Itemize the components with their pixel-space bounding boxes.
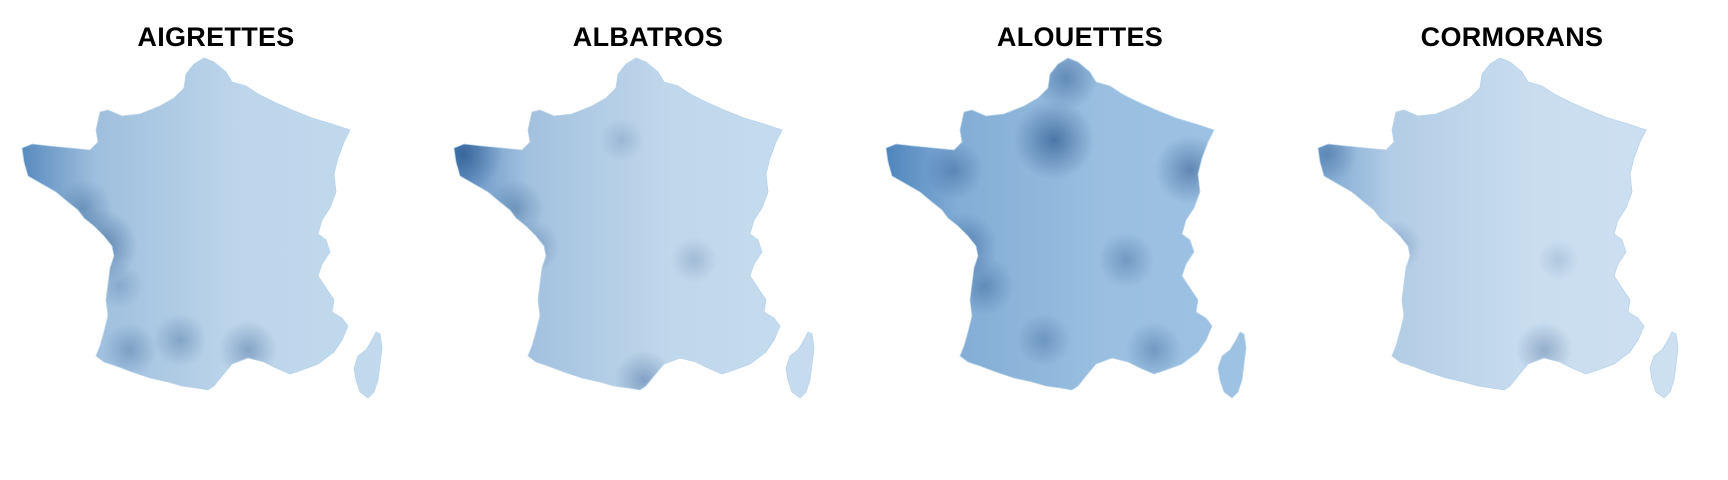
hotspot-la-rochelle [505, 219, 559, 273]
map-panel-albatros: ALBATROS [432, 0, 864, 480]
map-title: AIGRETTES [137, 22, 295, 52]
map-fill [454, 58, 814, 398]
hotspot-rennes [924, 140, 984, 200]
hotspot-lyon [1097, 231, 1155, 289]
hotspot-perpignan [614, 350, 674, 398]
hotspot-lyon [670, 236, 718, 284]
france-outline [885, 57, 1215, 391]
map-fill [886, 58, 1246, 398]
hotspot-toulouse [1017, 313, 1071, 367]
corsica-outline [785, 331, 815, 399]
hotspot-bordeaux [954, 256, 1014, 316]
hotspot-brest [1318, 124, 1358, 184]
france-map [885, 57, 1247, 399]
france-outline [1317, 57, 1647, 391]
hotspot-toulouse [153, 313, 207, 367]
hotspot-la-rochelle [1370, 220, 1422, 272]
map-panel-cormorans: CORMORANS [1296, 0, 1728, 480]
france-outline [453, 57, 783, 391]
hotspot-lyon [1537, 239, 1579, 281]
hotspot-marseille [1125, 321, 1183, 379]
hotspot-paris [600, 118, 644, 162]
map-panel-alouettes: ALOUETTES [864, 0, 1296, 480]
map-title: CORMORANS [1420, 22, 1604, 52]
map-fill [1318, 58, 1678, 398]
france-map [21, 57, 383, 399]
corsica-outline [1649, 331, 1679, 399]
map-panel-aigrettes: AIGRETTES [0, 0, 432, 480]
hotspot-paris [1014, 100, 1094, 180]
hotspot-strasbourg [1155, 135, 1225, 205]
map-fill [22, 58, 382, 398]
france-map [1317, 57, 1679, 399]
corsica-outline [353, 331, 383, 399]
hotspot-pau [103, 323, 157, 377]
france-outline [21, 57, 351, 391]
france-map [453, 57, 815, 399]
hotspot-montpellier [1515, 321, 1573, 379]
map-title: ALBATROS [572, 22, 724, 52]
map-title: ALOUETTES [996, 22, 1164, 52]
corsica-outline [1217, 331, 1247, 399]
hotspot-nantes [55, 179, 113, 237]
hotspot-montpellier [218, 320, 278, 380]
hotspot-bordeaux [96, 262, 144, 310]
